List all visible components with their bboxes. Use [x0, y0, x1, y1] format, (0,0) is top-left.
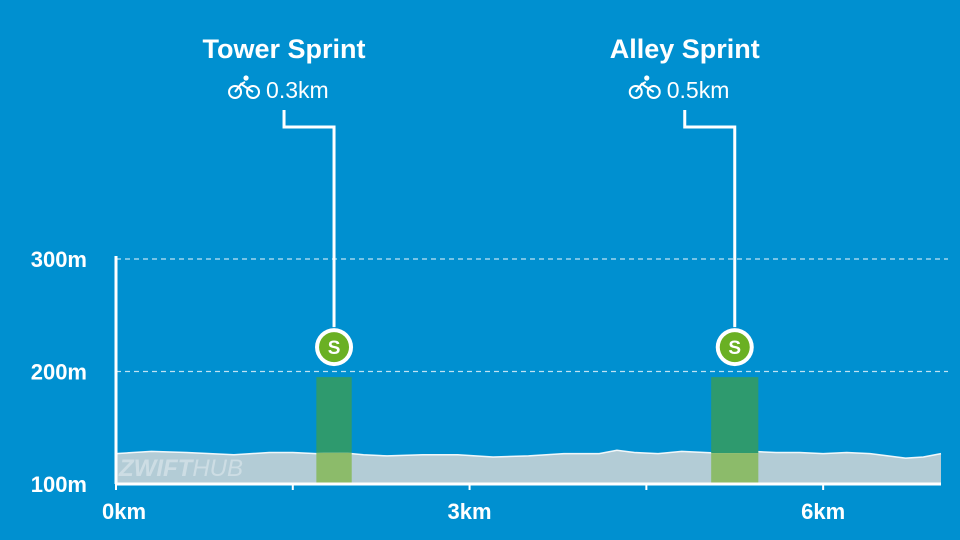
- segment-distance: 0.5km: [667, 77, 730, 103]
- segment-bar-1: [316, 377, 352, 453]
- sprint-badge-letter: S: [728, 338, 741, 359]
- y-tick-label: 200m: [31, 360, 87, 385]
- bike-frame: [234, 81, 254, 93]
- sprint-badge-icon: [719, 332, 750, 363]
- bike-wheel-rear: [228, 85, 243, 99]
- sprint-badge-letter: S: [328, 338, 341, 359]
- bike-rider-head: [243, 75, 249, 81]
- watermark-text-a: ZWIFT: [118, 455, 195, 482]
- segment-title: Alley Sprint: [610, 34, 760, 64]
- svg-text:ZWIFTHUB: ZWIFTHUB: [118, 455, 243, 482]
- bike-wheel-front: [646, 85, 661, 99]
- bike-frame: [634, 81, 655, 93]
- grid-lines: [116, 258, 948, 373]
- x-tick-label: 0km: [102, 499, 146, 524]
- segment-callouts: S Tower Sprint 0.3km S Alley Sprint 0.5km: [203, 34, 760, 367]
- y-tick-label: 100m: [31, 472, 87, 497]
- y-tick-label: 300m: [31, 247, 87, 272]
- bike-wheel-front: [246, 85, 261, 99]
- x-tick-label: 6km: [801, 499, 845, 524]
- bike-wheel-rear: [628, 85, 643, 99]
- x-tick-label: 3km: [448, 499, 492, 524]
- watermark: ZWIFTHUB: [118, 455, 243, 482]
- segment-connector-2: [683, 110, 737, 328]
- axes: 100m 200m 300m 0km 3km 6km: [31, 247, 941, 524]
- segment-distance: 0.3km: [266, 77, 329, 103]
- watermark-text-b: HUB: [192, 455, 243, 482]
- bike-rider-head: [644, 75, 650, 81]
- bike-icon: [228, 75, 261, 99]
- segment-title: Tower Sprint: [203, 34, 366, 64]
- segment-bar-base-2: [711, 453, 759, 484]
- segment-bar-base-1: [316, 452, 352, 484]
- segment-connector-1: [282, 110, 336, 328]
- sprint-badge-icon: [319, 332, 350, 363]
- segment-bar-2: [711, 377, 759, 454]
- bike-icon: [628, 75, 661, 99]
- segment-bars-layer: [316, 377, 759, 484]
- elevation-profile-line: [115, 449, 942, 459]
